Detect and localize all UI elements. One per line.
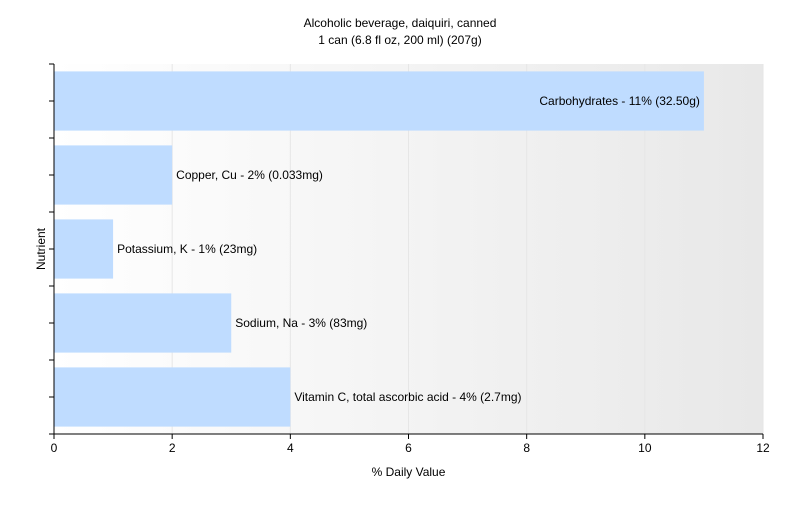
x-tick-label: 2	[169, 441, 176, 455]
bar-data-label: Sodium, Na - 3% (83mg)	[235, 316, 367, 330]
bar-data-label: Vitamin C, total ascorbic acid - 4% (2.7…	[294, 390, 521, 404]
x-tick-label: 12	[756, 441, 770, 455]
x-tick-label: 0	[51, 441, 58, 455]
axes: 0 2 4 6 8 10 12	[49, 63, 770, 455]
x-tick-label: 4	[287, 441, 294, 455]
bar	[54, 219, 114, 279]
bar	[54, 293, 232, 353]
x-axis-label: % Daily Value	[372, 465, 446, 479]
x-tick-label: 10	[638, 441, 652, 455]
bar-data-label: Copper, Cu - 2% (0.033mg)	[176, 168, 323, 182]
bars: Carbohydrates - 11% (32.50g) Copper, Cu -…	[54, 71, 704, 427]
x-tick-label: 6	[405, 441, 412, 455]
bar	[54, 71, 704, 131]
x-tick-label: 8	[523, 441, 530, 455]
bar-data-label: Potassium, K - 1% (23mg)	[117, 242, 257, 256]
chart-subtitle: 1 can (6.8 fl oz, 200 ml) (207g)	[318, 33, 481, 47]
bar	[54, 145, 173, 205]
bar-data-label: Carbohydrates - 11% (32.50g)	[539, 94, 700, 108]
chart-title: Alcoholic beverage, daiquiri, canned	[304, 16, 497, 30]
y-axis-label: Nutrient	[34, 227, 48, 270]
bar	[54, 367, 291, 427]
